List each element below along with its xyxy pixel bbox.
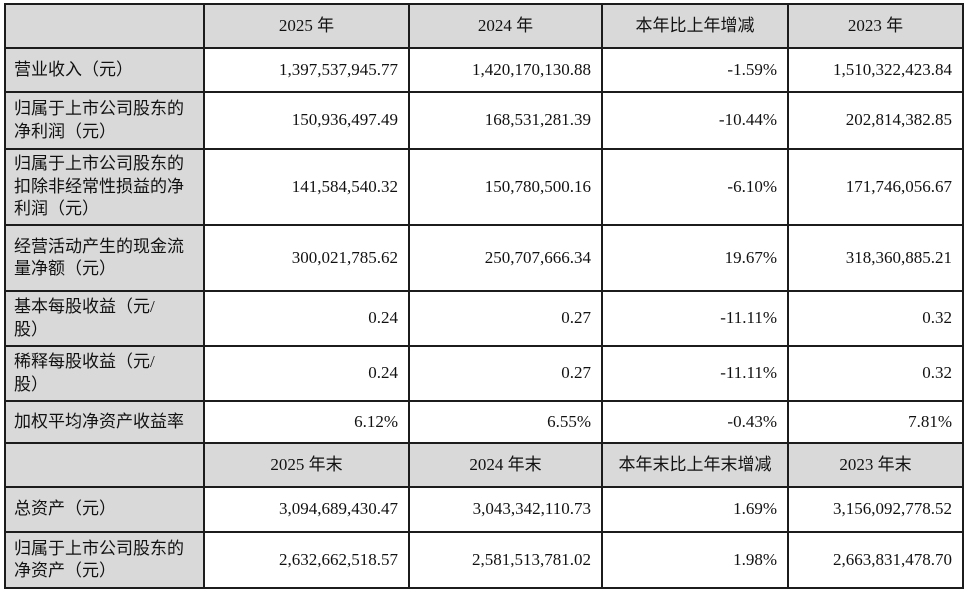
- cell-2024-end: 2,581,513,781.02: [408, 531, 603, 589]
- cell-yoy-change: -11.11%: [601, 290, 789, 347]
- row-label: 基本每股收益（元/ 股）: [4, 290, 205, 347]
- row-label: 营业收入（元）: [4, 47, 205, 93]
- cell-2025-end: 3,094,689,430.47: [203, 486, 410, 533]
- header-corner-cell: [4, 3, 205, 49]
- table-row-operating-cash-flow: 经营活动产生的现金流 量净额（元） 300,021,785.62 250,707…: [4, 224, 964, 292]
- cell-2025: 6.12%: [203, 400, 410, 444]
- cell-2024: 0.27: [408, 290, 603, 347]
- cell-2025: 1,397,537,945.77: [203, 47, 410, 93]
- cell-2023: 7.81%: [787, 400, 964, 444]
- header-2025-end: 2025 年末: [203, 442, 410, 488]
- cell-2023: 0.32: [787, 290, 964, 347]
- header-yoy-change: 本年比上年增减: [601, 3, 789, 49]
- header-2024: 2024 年: [408, 3, 603, 49]
- table-row-net-assets: 归属于上市公司股东的 净资产（元） 2,632,662,518.57 2,581…: [4, 531, 964, 589]
- cell-2025: 150,936,497.49: [203, 91, 410, 150]
- cell-2023: 202,814,382.85: [787, 91, 964, 150]
- header-yoy-end-change: 本年末比上年末增减: [601, 442, 789, 488]
- row-label: 归属于上市公司股东的 扣除非经常性损益的净 利润（元）: [4, 148, 205, 226]
- row-label: 归属于上市公司股东的 净利润（元）: [4, 91, 205, 150]
- row-label: 归属于上市公司股东的 净资产（元）: [4, 531, 205, 589]
- header-2023-end: 2023 年末: [787, 442, 964, 488]
- cell-yoy-change: -6.10%: [601, 148, 789, 226]
- table-row-total-assets: 总资产（元） 3,094,689,430.47 3,043,342,110.73…: [4, 486, 964, 533]
- cell-2025: 141,584,540.32: [203, 148, 410, 226]
- header-2024-end: 2024 年末: [408, 442, 603, 488]
- cell-2024: 6.55%: [408, 400, 603, 444]
- cell-2023: 318,360,885.21: [787, 224, 964, 292]
- cell-yoy-change: -1.59%: [601, 47, 789, 93]
- cell-2024: 150,780,500.16: [408, 148, 603, 226]
- period-end-header-row: 2025 年末 2024 年末 本年末比上年末增减 2023 年末: [4, 442, 964, 488]
- cell-2025: 0.24: [203, 290, 410, 347]
- table-row-weighted-avg-roe: 加权平均净资产收益率 6.12% 6.55% -0.43% 7.81%: [4, 400, 964, 444]
- cell-2025: 300,021,785.62: [203, 224, 410, 292]
- header-corner-cell: [4, 442, 205, 488]
- row-label: 加权平均净资产收益率: [4, 400, 205, 444]
- cell-2024: 168,531,281.39: [408, 91, 603, 150]
- table-row-diluted-eps: 稀释每股收益（元/ 股） 0.24 0.27 -11.11% 0.32: [4, 345, 964, 402]
- financial-summary-table: 2025 年 2024 年 本年比上年增减 2023 年 营业收入（元） 1,3…: [4, 3, 964, 589]
- table-row-basic-eps: 基本每股收益（元/ 股） 0.24 0.27 -11.11% 0.32: [4, 290, 964, 347]
- cell-2024: 250,707,666.34: [408, 224, 603, 292]
- cell-2024: 0.27: [408, 345, 603, 402]
- annual-header-row: 2025 年 2024 年 本年比上年增减 2023 年: [4, 3, 964, 49]
- cell-2024-end: 3,043,342,110.73: [408, 486, 603, 533]
- row-label: 稀释每股收益（元/ 股）: [4, 345, 205, 402]
- cell-2024: 1,420,170,130.88: [408, 47, 603, 93]
- table-row-net-profit-excl-nonrecurring: 归属于上市公司股东的 扣除非经常性损益的净 利润（元） 141,584,540.…: [4, 148, 964, 226]
- cell-yoy-change: -11.11%: [601, 345, 789, 402]
- cell-2023-end: 3,156,092,778.52: [787, 486, 964, 533]
- cell-2023-end: 2,663,831,478.70: [787, 531, 964, 589]
- cell-2023: 0.32: [787, 345, 964, 402]
- cell-yoy-change: -10.44%: [601, 91, 789, 150]
- table-row-net-profit: 归属于上市公司股东的 净利润（元） 150,936,497.49 168,531…: [4, 91, 964, 150]
- table-row-operating-revenue: 营业收入（元） 1,397,537,945.77 1,420,170,130.8…: [4, 47, 964, 93]
- header-2025: 2025 年: [203, 3, 410, 49]
- row-label: 经营活动产生的现金流 量净额（元）: [4, 224, 205, 292]
- cell-yoy-change: -0.43%: [601, 400, 789, 444]
- cell-yoy-end-change: 1.98%: [601, 531, 789, 589]
- cell-yoy-end-change: 1.69%: [601, 486, 789, 533]
- header-2023: 2023 年: [787, 3, 964, 49]
- cell-yoy-change: 19.67%: [601, 224, 789, 292]
- cell-2025: 0.24: [203, 345, 410, 402]
- cell-2023: 1,510,322,423.84: [787, 47, 964, 93]
- cell-2023: 171,746,056.67: [787, 148, 964, 226]
- cell-2025-end: 2,632,662,518.57: [203, 531, 410, 589]
- row-label: 总资产（元）: [4, 486, 205, 533]
